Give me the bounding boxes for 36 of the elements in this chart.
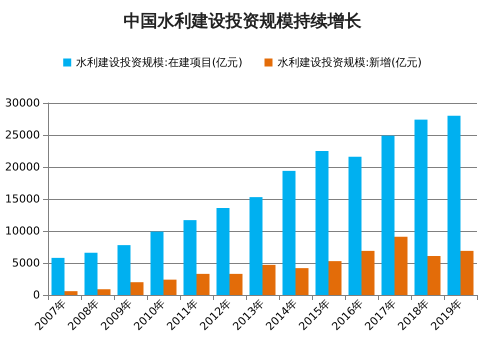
bar xyxy=(448,116,460,295)
bar xyxy=(382,136,394,295)
bar xyxy=(98,289,110,295)
bar xyxy=(216,208,230,295)
chart-title: 中国水利建设投资规模持续增长 xyxy=(124,12,362,32)
bar xyxy=(230,274,242,295)
bar xyxy=(250,197,262,295)
bar xyxy=(414,120,428,295)
bar xyxy=(328,261,342,295)
bar xyxy=(362,250,374,295)
bar xyxy=(52,258,64,295)
y-tick-label: 30000 xyxy=(5,96,40,110)
bar xyxy=(428,256,440,295)
bar xyxy=(150,232,164,295)
bar xyxy=(196,274,210,295)
bar xyxy=(316,151,328,295)
bar xyxy=(296,268,308,295)
y-tick-label: 15000 xyxy=(5,192,40,206)
bar xyxy=(118,245,130,295)
bar xyxy=(84,252,98,295)
bar xyxy=(348,156,362,295)
bar xyxy=(282,170,296,295)
bar xyxy=(184,220,196,295)
y-tick-label: 5000 xyxy=(12,256,40,270)
y-tick-label: 0 xyxy=(33,288,40,302)
bar xyxy=(164,280,176,295)
legend-label: 水利建设投资规模:在建项目(亿元) xyxy=(76,56,243,69)
bar xyxy=(460,250,474,295)
bar xyxy=(64,291,78,295)
y-tick-label: 10000 xyxy=(5,224,40,238)
bar xyxy=(262,264,276,295)
bar xyxy=(130,282,144,295)
bar xyxy=(394,236,408,295)
y-tick-label: 25000 xyxy=(5,128,40,142)
y-tick-label: 20000 xyxy=(5,160,40,174)
legend-label: 水利建设投资规模:新增(亿元) xyxy=(278,56,422,69)
